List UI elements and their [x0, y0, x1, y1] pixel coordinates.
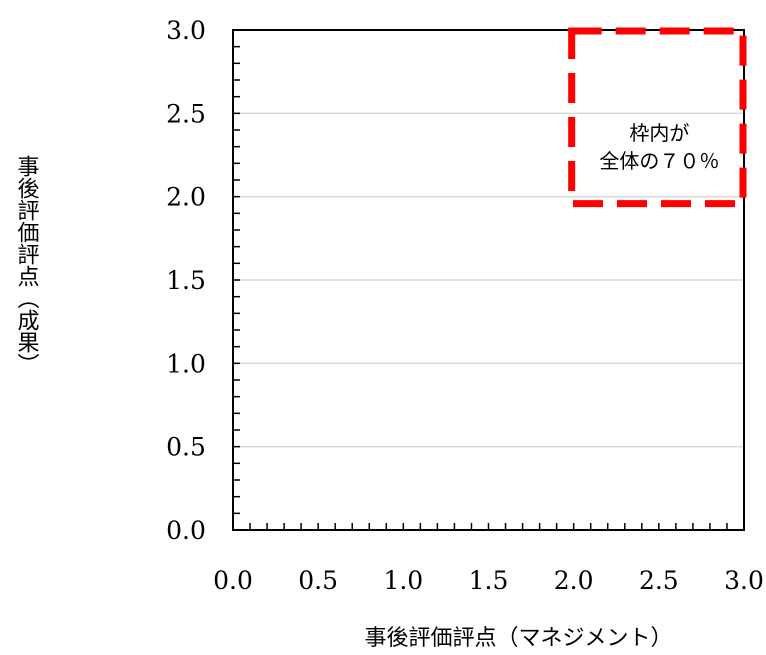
y-tick-label: 3.0: [166, 16, 206, 45]
y-tick-label: 1.5: [166, 266, 206, 295]
x-tick-label: 2.5: [639, 566, 679, 595]
x-tick-label: 0.5: [298, 566, 338, 595]
x-tick-label: 1.5: [469, 566, 509, 595]
highlight-box: [568, 27, 747, 208]
annotation-text: 枠内が: [629, 121, 689, 145]
y-tick-label: 2.0: [166, 183, 206, 212]
x-tick-label: 2.0: [554, 566, 594, 595]
y-tick-label: 0.0: [166, 516, 206, 545]
x-tick-label: 0.0: [213, 566, 253, 595]
x-tick-labels: 0.0 0.5 1.0 1.5 2.0 2.5 3.0: [213, 566, 764, 595]
x-tick-label: 3.0: [724, 566, 764, 595]
y-tick-labels: 0.0 0.5 1.0 1.5 2.0 2.5 3.0: [166, 16, 206, 545]
y-tick-label: 2.5: [166, 99, 206, 128]
y-tick-label: 0.5: [166, 433, 206, 462]
y-tick-label: 1.0: [166, 349, 206, 378]
axes: [232, 29, 745, 531]
y-axis-title: 事後評価評点（成果）: [14, 155, 40, 375]
x-tick-label: 1.0: [383, 566, 423, 595]
annotation-text: 全体の７０％: [599, 149, 719, 173]
x-axis-title: 事後評価評点（マネジメント）: [364, 626, 672, 651]
gridlines: [233, 112, 744, 448]
